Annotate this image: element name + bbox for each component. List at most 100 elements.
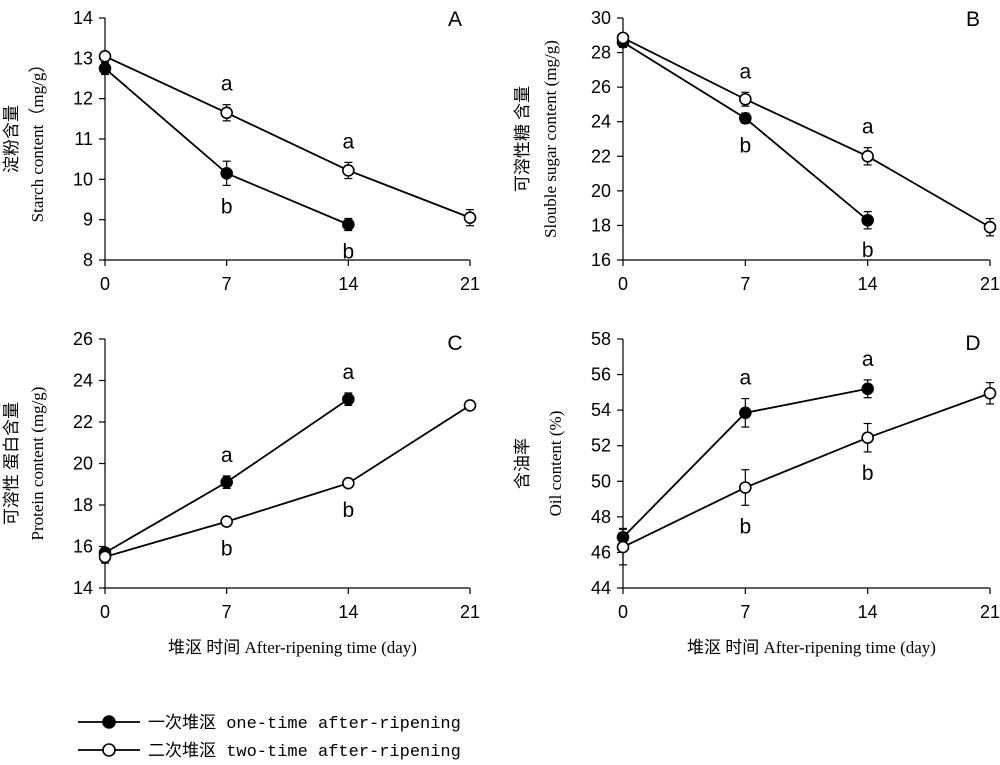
y-axis-title: Starch content（mg/g）	[28, 56, 47, 223]
significance-label: a	[221, 444, 233, 467]
data-point	[221, 168, 232, 179]
data-point	[465, 212, 476, 223]
data-point	[100, 63, 111, 74]
legend-label: 一次堆沤 one-time after-ripening	[148, 713, 461, 734]
x-tick-label: 14	[338, 274, 358, 294]
data-point	[740, 482, 751, 493]
y-tick-label: 22	[591, 146, 611, 166]
series-two-time: bb	[100, 400, 476, 563]
significance-label: a	[342, 361, 354, 384]
y-tick-label: 50	[591, 471, 611, 491]
significance-label: b	[342, 499, 354, 522]
panel-letter: C	[447, 332, 462, 355]
significance-label: b	[221, 538, 233, 561]
y-tick-label: 28	[591, 43, 611, 63]
x-tick-label: 0	[100, 274, 110, 294]
y-tick-label: 13	[73, 48, 93, 68]
y-tick-label: 8	[83, 250, 93, 270]
chart-panel-d: 4446485052545658071421DOil content (%)含油…	[513, 329, 1000, 657]
series-two-time: aa	[618, 32, 996, 235]
y-tick-label: 20	[591, 181, 611, 201]
data-point	[100, 51, 111, 62]
data-point	[740, 94, 751, 105]
x-tick-label: 21	[980, 602, 1000, 622]
significance-label: b	[862, 462, 874, 485]
significance-label: b	[739, 134, 751, 157]
y-tick-label: 48	[591, 507, 611, 527]
significance-label: b	[342, 241, 354, 264]
y-tick-label: 12	[73, 89, 93, 109]
y-tick-label: 56	[591, 365, 611, 385]
data-point	[985, 222, 996, 233]
data-point	[618, 32, 629, 43]
series-two-time: bb	[618, 383, 996, 565]
y-tick-label: 26	[591, 77, 611, 97]
data-point	[740, 113, 751, 124]
y-tick-label: 44	[591, 578, 611, 598]
chart-panel-c: 14161820222426071421CProtein content (mg…	[2, 329, 480, 657]
data-point	[221, 477, 232, 488]
y-tick-label: 18	[73, 495, 93, 515]
x-tick-label: 7	[740, 602, 750, 622]
y-tick-label: 30	[591, 8, 611, 28]
x-tick-label: 14	[338, 602, 358, 622]
y-tick-label: 46	[591, 542, 611, 562]
data-point	[862, 383, 873, 394]
y-tick-label: 11	[74, 129, 93, 149]
y-tick-label: 14	[73, 8, 93, 28]
significance-label: b	[862, 239, 874, 262]
y-axis-title: Oil content (%)	[546, 411, 565, 517]
significance-label: a	[221, 73, 233, 96]
chart-panel-a: 891011121314071421AStarch content（mg/g）淀…	[2, 8, 480, 294]
series-line	[105, 405, 470, 556]
x-tick-label: 14	[858, 274, 878, 294]
legend-label: 二次堆沤 two-time after-ripening	[148, 741, 461, 762]
significance-label: a	[862, 116, 874, 139]
legend-marker	[103, 744, 115, 756]
significance-label: a	[342, 130, 354, 153]
panel-letter: B	[966, 8, 980, 31]
x-axis-title: 堆沤 时间 After-ripening time (day)	[687, 638, 936, 657]
y-axis-title-cn: 可溶性 蛋白含量	[2, 402, 21, 525]
y-tick-label: 52	[591, 436, 611, 456]
data-point	[862, 151, 873, 162]
data-point	[221, 516, 232, 527]
y-tick-label: 14	[73, 578, 93, 598]
y-axis-title-cn: 可溶性糖 含量	[513, 86, 532, 192]
y-tick-label: 18	[591, 215, 611, 235]
y-tick-label: 26	[73, 329, 93, 349]
data-point	[465, 400, 476, 411]
y-tick-label: 10	[73, 169, 93, 189]
y-axis-title-cn: 淀粉含量	[2, 105, 21, 173]
y-tick-label: 20	[73, 454, 93, 474]
y-tick-label: 58	[591, 329, 611, 349]
data-point	[740, 407, 751, 418]
panel-letter: A	[448, 8, 462, 31]
chart-panel-b: 1618202224262830071421BSlouble sugar con…	[513, 8, 1000, 294]
x-tick-label: 7	[222, 602, 232, 622]
y-tick-label: 16	[73, 537, 93, 557]
x-axis-title: 堆沤 时间 After-ripening time (day)	[168, 638, 417, 657]
significance-label: a	[739, 60, 751, 83]
y-axis-title: Protein content (mg/g)	[28, 387, 47, 541]
legend-marker	[103, 716, 115, 728]
y-tick-label: 16	[591, 250, 611, 270]
series-one-time: aa	[100, 361, 355, 558]
series-line	[105, 56, 470, 217]
x-tick-label: 21	[460, 602, 480, 622]
legend: 一次堆沤 one-time after-ripening 二次堆沤 two-tim…	[78, 713, 461, 762]
x-tick-label: 0	[618, 602, 628, 622]
y-tick-label: 54	[591, 400, 611, 420]
data-point	[862, 215, 873, 226]
x-tick-label: 7	[740, 274, 750, 294]
y-axis-title-cn: 含油率	[513, 438, 532, 489]
y-tick-label: 22	[73, 412, 93, 432]
data-point	[100, 551, 111, 562]
y-tick-label: 9	[83, 210, 93, 230]
series-line	[623, 38, 990, 227]
x-tick-label: 14	[858, 602, 878, 622]
x-tick-label: 0	[618, 274, 628, 294]
significance-label: a	[862, 348, 874, 371]
data-point	[221, 107, 232, 118]
